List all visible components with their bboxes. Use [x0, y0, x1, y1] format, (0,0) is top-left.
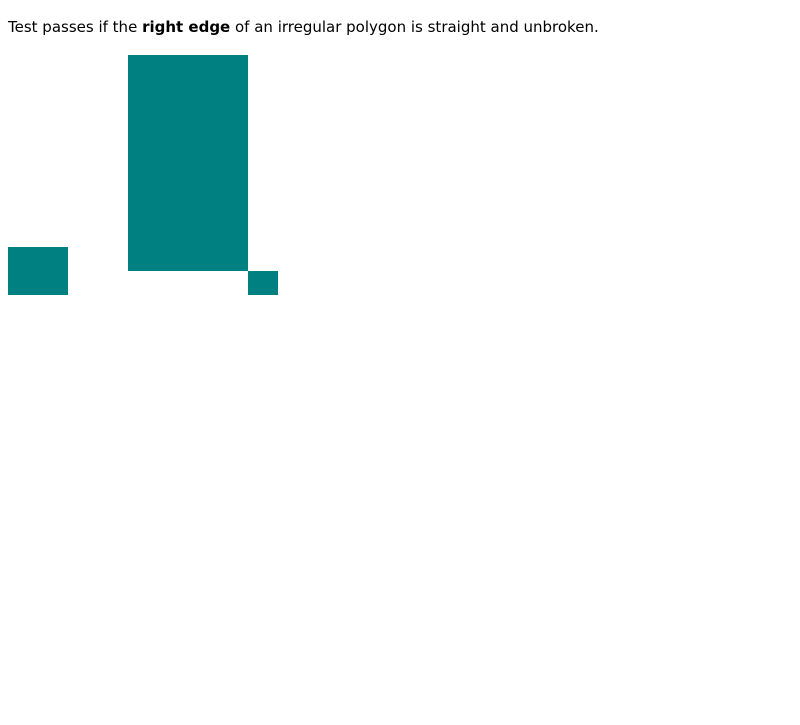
polygon-block-left [8, 247, 68, 295]
test-instruction: Test passes if the right edge of an irre… [8, 17, 599, 37]
polygon-block-small [248, 271, 278, 295]
instruction-suffix: of an irregular polygon is straight and … [230, 18, 599, 36]
instruction-prefix: Test passes if the [8, 18, 143, 36]
instruction-emphasis: right edge [142, 18, 231, 36]
polygon-block-tall [128, 55, 248, 271]
